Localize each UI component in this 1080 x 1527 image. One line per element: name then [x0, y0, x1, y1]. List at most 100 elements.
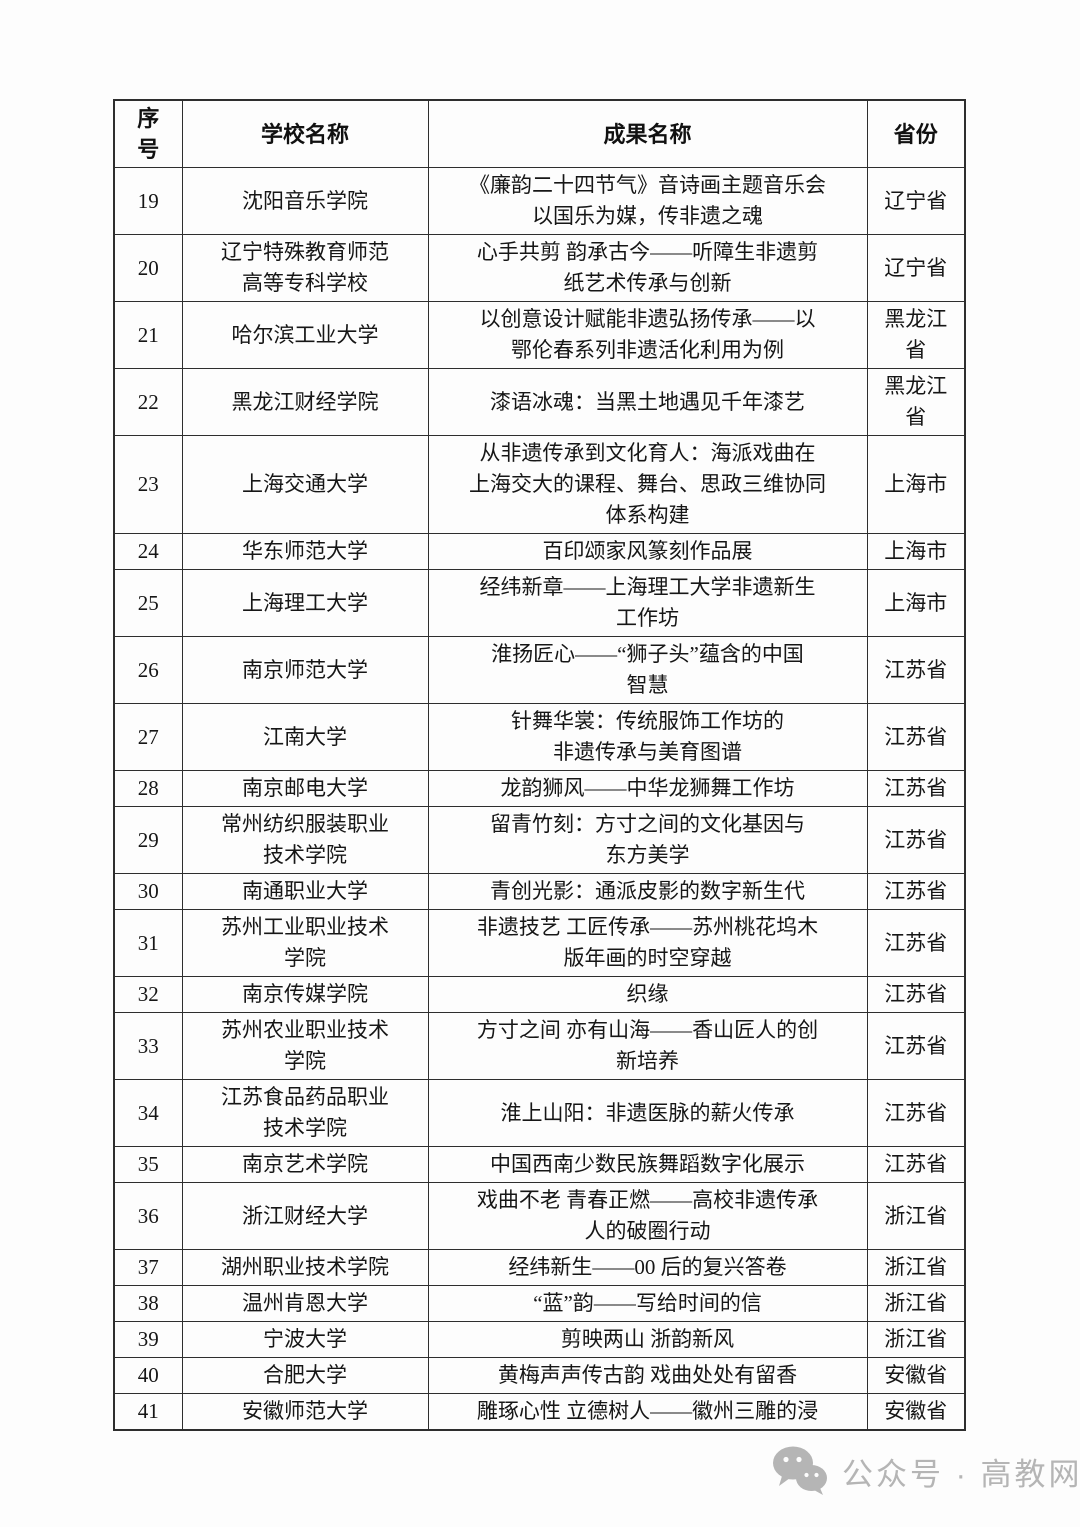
- cell-achievement: 戏曲不老 青春正燃——高校非遗传承 人的破圈行动: [427, 1182, 868, 1250]
- cell-school: 华东师范大学: [181, 533, 429, 570]
- header-index: 序 号: [113, 99, 183, 168]
- table-row: 29 常州纺织服装职业 技术学院 留青竹刻：方寸之间的文化基因与 东方美学 江苏省: [113, 806, 966, 874]
- cell-province: 浙江省: [866, 1249, 966, 1286]
- cell-index: 22: [113, 368, 183, 436]
- cell-achievement: 心手共剪 韵承古今——听障生非遗剪 纸艺术传承与创新: [427, 234, 868, 302]
- table-row: 37 湖州职业技术学院 经纬新生——00 后的复兴答卷 浙江省: [113, 1249, 966, 1286]
- header-row: 序 号 学校名称 成果名称 省份: [113, 99, 966, 168]
- cell-achievement: 留青竹刻：方寸之间的文化基因与 东方美学: [427, 806, 868, 874]
- cell-province: 江苏省: [866, 770, 966, 807]
- cell-achievement: 以创意设计赋能非遗弘扬传承——以 鄂伦春系列非遗活化利用为例: [427, 301, 868, 369]
- cell-achievement: 从非遗传承到文化育人：海派戏曲在 上海交大的课程、舞台、思政三维协同 体系构建: [427, 435, 868, 534]
- table-row: 40 合肥大学 黄梅声声传古韵 戏曲处处有留香 安徽省: [113, 1357, 966, 1394]
- header-achievement: 成果名称: [427, 99, 868, 168]
- cell-province: 安徽省: [866, 1357, 966, 1394]
- cell-school: 黑龙江财经学院: [181, 368, 429, 436]
- table-row: 19 沈阳音乐学院 《廉韵二十四节气》音诗画主题音乐会 以国乐为媒，传非遗之魂 辽宁省: [113, 167, 966, 235]
- cell-index: 33: [113, 1012, 183, 1080]
- table-row: 31 苏州工业职业技术 学院 非遗技艺 工匠传承——苏州桃花坞木 版年画的时空穿越江…: [113, 909, 966, 977]
- cell-achievement: 百印颂家风篆刻作品展: [427, 533, 868, 570]
- cell-province: 江苏省: [866, 976, 966, 1013]
- cell-school: 湖州职业技术学院: [181, 1249, 429, 1286]
- cell-achievement: 淮上山阳：非遗医脉的薪火传承: [427, 1079, 868, 1147]
- cell-index: 27: [113, 703, 183, 771]
- cell-school: 沈阳音乐学院: [181, 167, 429, 235]
- cell-index: 39: [113, 1321, 183, 1358]
- table-row: 32 南京传媒学院 织缘 江苏省: [113, 976, 966, 1013]
- cell-index: 25: [113, 569, 183, 637]
- cell-school: 南京艺术学院: [181, 1146, 429, 1183]
- cell-achievement: 经纬新生——00 后的复兴答卷: [427, 1249, 868, 1286]
- cell-school: 浙江财经大学: [181, 1182, 429, 1250]
- cell-achievement: 针舞华裳：传统服饰工作坊的 非遗传承与美育图谱: [427, 703, 868, 771]
- cell-index: 34: [113, 1079, 183, 1147]
- cell-index: 23: [113, 435, 183, 534]
- table-row: 22 黑龙江财经学院 漆语冰魂：当黑土地遇见千年漆艺 黑龙江 省: [113, 368, 966, 436]
- cell-index: 29: [113, 806, 183, 874]
- table-row: 26 南京师范大学 淮扬匠心——“狮子头”蕴含的中国 智慧 江苏省: [113, 636, 966, 704]
- cell-school: 上海理工大学: [181, 569, 429, 637]
- header-province: 省份: [866, 99, 966, 168]
- cell-school: 常州纺织服装职业 技术学院: [181, 806, 429, 874]
- cell-province: 黑龙江 省: [866, 301, 966, 369]
- cell-school: 南京邮电大学: [181, 770, 429, 807]
- cell-achievement: 中国西南少数民族舞蹈数字化展示: [427, 1146, 868, 1183]
- cell-school: 江南大学: [181, 703, 429, 771]
- cell-index: 32: [113, 976, 183, 1013]
- watermark: 公众号 · 高教网: [772, 1446, 1080, 1496]
- wechat-icon: [772, 1446, 828, 1496]
- cell-index: 21: [113, 301, 183, 369]
- cell-school: 安徽师范大学: [181, 1393, 429, 1431]
- cell-achievement: 剪映两山 浙韵新风: [427, 1321, 868, 1358]
- cell-index: 38: [113, 1285, 183, 1322]
- cell-school: 南京师范大学: [181, 636, 429, 704]
- cell-index: 20: [113, 234, 183, 302]
- table-row: 38 温州肯恩大学 “蓝”韵——写给时间的信 浙江省: [113, 1285, 966, 1322]
- cell-achievement: 龙韵狮风——中华龙狮舞工作坊: [427, 770, 868, 807]
- cell-province: 江苏省: [866, 909, 966, 977]
- cell-index: 40: [113, 1357, 183, 1394]
- cell-school: 南京传媒学院: [181, 976, 429, 1013]
- cell-school: 上海交通大学: [181, 435, 429, 534]
- table-row: 36 浙江财经大学 戏曲不老 青春正燃——高校非遗传承 人的破圈行动 浙江省: [113, 1182, 966, 1250]
- cell-index: 41: [113, 1393, 183, 1431]
- cell-achievement: “蓝”韵——写给时间的信: [427, 1285, 868, 1322]
- cell-province: 江苏省: [866, 806, 966, 874]
- table-header: 序 号 学校名称 成果名称 省份: [113, 99, 966, 168]
- cell-province: 黑龙江 省: [866, 368, 966, 436]
- cell-province: 辽宁省: [866, 167, 966, 235]
- cell-province: 安徽省: [866, 1393, 966, 1431]
- cell-achievement: 经纬新章——上海理工大学非遗新生 工作坊: [427, 569, 868, 637]
- cell-index: 26: [113, 636, 183, 704]
- cell-province: 江苏省: [866, 1012, 966, 1080]
- cell-province: 辽宁省: [866, 234, 966, 302]
- cell-province: 江苏省: [866, 873, 966, 910]
- cell-province: 浙江省: [866, 1182, 966, 1250]
- table-row: 24 华东师范大学 百印颂家风篆刻作品展 上海市: [113, 533, 966, 570]
- cell-province: 江苏省: [866, 703, 966, 771]
- cell-index: 37: [113, 1249, 183, 1286]
- cell-achievement: 《廉韵二十四节气》音诗画主题音乐会 以国乐为媒，传非遗之魂: [427, 167, 868, 235]
- results-table: 序 号 学校名称 成果名称 省份 19 沈阳音乐学院 《廉韵二十四节气》音诗画主题音…: [113, 99, 966, 1431]
- table-row: 20 辽宁特殊教育师范 高等专科学校 心手共剪 韵承古今——听障生非遗剪 纸艺术传承…: [113, 234, 966, 302]
- cell-school: 辽宁特殊教育师范 高等专科学校: [181, 234, 429, 302]
- table-row: 28 南京邮电大学 龙韵狮风——中华龙狮舞工作坊 江苏省: [113, 770, 966, 807]
- cell-index: 30: [113, 873, 183, 910]
- cell-achievement: 青创光影：通派皮影的数字新生代: [427, 873, 868, 910]
- cell-school: 苏州工业职业技术 学院: [181, 909, 429, 977]
- watermark-text: 公众号 · 高教网: [842, 1456, 1080, 1492]
- table-row: 35 南京艺术学院 中国西南少数民族舞蹈数字化展示 江苏省: [113, 1146, 966, 1183]
- cell-province: 浙江省: [866, 1285, 966, 1322]
- cell-index: 28: [113, 770, 183, 807]
- cell-index: 31: [113, 909, 183, 977]
- cell-school: 江苏食品药品职业 技术学院: [181, 1079, 429, 1147]
- cell-school: 合肥大学: [181, 1357, 429, 1394]
- cell-province: 江苏省: [866, 1079, 966, 1147]
- table-row: 33 苏州农业职业技术 学院 方寸之间 亦有山海——香山匠人的创 新培养 江苏省: [113, 1012, 966, 1080]
- cell-achievement: 雕琢心性 立德树人——徽州三雕的浸: [427, 1393, 868, 1431]
- table-row: 34 江苏食品药品职业 技术学院 淮上山阳：非遗医脉的薪火传承 江苏省: [113, 1079, 966, 1147]
- cell-province: 浙江省: [866, 1321, 966, 1358]
- cell-province: 江苏省: [866, 1146, 966, 1183]
- header-school: 学校名称: [181, 99, 429, 168]
